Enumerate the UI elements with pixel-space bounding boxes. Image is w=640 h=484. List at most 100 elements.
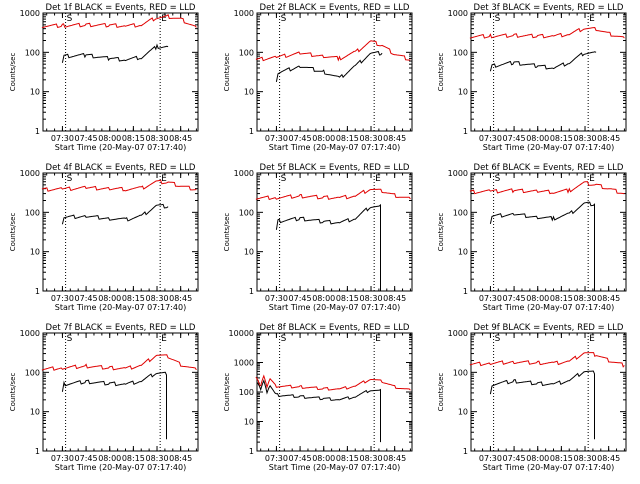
x-tick-label: 07:45	[75, 454, 98, 463]
x-axis-label: Start Time (20-May-07 07:17:40)	[55, 303, 186, 312]
x-tick-label: 07:30	[265, 294, 288, 303]
lld-series-line	[469, 26, 625, 39]
y-axis-label: Counts/sec	[223, 373, 231, 412]
events-series-line	[61, 43, 169, 63]
x-tick-label: 07:45	[503, 454, 526, 463]
time-marker-label: E	[161, 174, 167, 184]
y-tick-label: 100	[239, 48, 254, 57]
x-tick-label: 07:45	[75, 134, 98, 143]
time-marker-label: S	[495, 334, 501, 344]
x-tick-label: 08:30	[145, 454, 168, 463]
chart-title: Det 4f BLACK = Events, RED = LLD	[46, 163, 196, 173]
y-tick-label: 10	[458, 88, 468, 97]
y-tick-label: 1000	[448, 9, 468, 18]
y-axis-label: Counts/sec	[9, 53, 17, 92]
chart-panel-6: Det 6f BLACK = Events, RED = LLD 1 10 100 10…	[437, 163, 627, 312]
x-tick-label: 08:15	[336, 294, 359, 303]
x-axis-label: Start Time (20-May-07 07:17:40)	[269, 303, 400, 312]
y-tick-label: 10	[244, 248, 254, 257]
y-axis-label: Counts/sec	[9, 373, 17, 412]
y-tick-label: 1	[35, 127, 40, 136]
x-tick-label: 08:45	[597, 454, 620, 463]
chart-panel-2: Det 2f BLACK = Events, RED = LLD 1 10 100 10…	[223, 3, 413, 152]
chart-title: Det 1f BLACK = Events, RED = LLD	[46, 3, 196, 13]
y-tick-label: 100	[239, 388, 254, 397]
y-tick-label: 100	[453, 368, 468, 377]
x-tick-label: 08:15	[336, 134, 359, 143]
time-marker-label: E	[589, 334, 595, 344]
x-tick-label: 08:30	[573, 134, 596, 143]
y-axis-label: Counts/sec	[437, 213, 445, 252]
lld-series-line	[255, 40, 411, 62]
y-tick-label: 1000	[234, 169, 254, 178]
chart-title: Det 8f BLACK = Events, RED = LLD	[260, 323, 410, 333]
y-tick-label: 1000	[234, 359, 254, 368]
y-tick-label: 1	[463, 287, 468, 296]
x-axis-label: Start Time (20-May-07 07:17:40)	[55, 463, 186, 472]
events-series-line	[61, 371, 167, 440]
y-tick-label: 1	[249, 287, 254, 296]
x-tick-label: 08:15	[550, 134, 573, 143]
x-tick-label: 07:30	[265, 134, 288, 143]
y-tick-label: 1	[35, 287, 40, 296]
events-series-line	[275, 203, 381, 291]
x-tick-label: 08:30	[359, 294, 382, 303]
x-tick-label: 07:30	[265, 454, 288, 463]
events-series-line	[257, 379, 381, 443]
x-tick-label: 07:30	[479, 134, 502, 143]
chart-panel-4: Det 4f BLACK = Events, RED = LLD 1 10 100 10…	[9, 163, 199, 312]
x-tick-label: 08:30	[573, 454, 596, 463]
plot-frame	[256, 172, 413, 292]
y-tick-label: 1	[463, 127, 468, 136]
x-tick-label: 08:30	[145, 134, 168, 143]
x-tick-label: 08:15	[122, 454, 145, 463]
time-marker-label: E	[375, 14, 381, 24]
y-tick-label: 10	[30, 88, 40, 97]
x-tick-label: 08:00	[312, 454, 335, 463]
plot-frame	[470, 12, 627, 132]
chart-title: Det 3f BLACK = Events, RED = LLD	[474, 3, 624, 13]
time-marker-label: S	[495, 14, 501, 24]
plot-frame	[256, 12, 413, 132]
lld-series-line	[469, 181, 625, 195]
events-series-line	[489, 51, 597, 72]
y-tick-label: 10	[244, 418, 254, 427]
events-series-line	[275, 51, 383, 82]
y-tick-label: 1000	[448, 169, 468, 178]
y-tick-label: 10000	[229, 329, 254, 338]
y-tick-label: 10	[30, 408, 40, 417]
x-axis-label: Start Time (20-May-07 07:17:40)	[55, 143, 186, 152]
y-axis-label: Counts/sec	[437, 53, 445, 92]
y-axis-label: Counts/sec	[9, 213, 17, 252]
lld-series-line	[255, 374, 411, 391]
chart-panel-1: Det 1f BLACK = Events, RED = LLD 1 10 100 10…	[9, 3, 199, 152]
time-marker-label: S	[495, 174, 501, 184]
plot-frame	[256, 332, 413, 452]
chart-title: Det 2f BLACK = Events, RED = LLD	[260, 3, 410, 13]
plot-frame	[42, 12, 199, 132]
y-tick-label: 100	[239, 208, 254, 217]
plot-frame	[470, 172, 627, 292]
y-tick-label: 100	[25, 368, 40, 377]
x-tick-label: 08:15	[336, 454, 359, 463]
plot-frame	[42, 172, 199, 292]
plot-frame	[470, 332, 627, 452]
x-tick-label: 07:30	[51, 454, 74, 463]
chart-panel-5: Det 5f BLACK = Events, RED = LLD 1 10 100 10…	[223, 163, 413, 312]
x-axis-label: Start Time (20-May-07 07:17:40)	[483, 463, 614, 472]
time-marker-label: S	[67, 14, 73, 24]
y-axis-label: Counts/sec	[223, 53, 231, 92]
events-series-line	[489, 201, 595, 291]
y-tick-label: 1000	[20, 169, 40, 178]
chart-title: Det 6f BLACK = Events, RED = LLD	[474, 163, 624, 173]
time-marker-label: E	[161, 14, 167, 24]
x-tick-label: 07:30	[51, 134, 74, 143]
x-tick-label: 08:00	[526, 454, 549, 463]
y-tick-label: 100	[25, 48, 40, 57]
lld-series-line	[469, 352, 625, 368]
x-tick-label: 07:30	[479, 454, 502, 463]
plot-frame	[42, 332, 199, 452]
y-tick-label: 1	[463, 447, 468, 456]
chart-panel-7: Det 7f BLACK = Events, RED = LLD 1 10 100 10…	[9, 323, 199, 472]
